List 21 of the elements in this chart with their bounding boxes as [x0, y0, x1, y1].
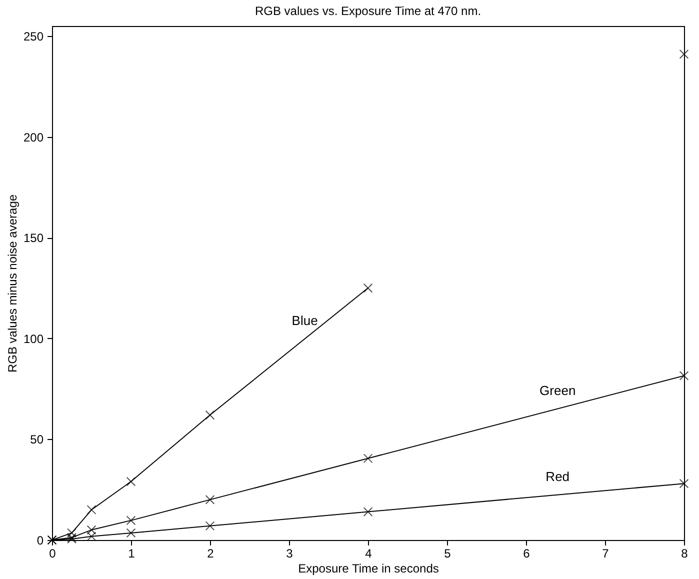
x-tick-label: 3 [286, 546, 294, 560]
x-tick-label: 2 [207, 546, 214, 560]
y-tick-label: 200 [23, 130, 44, 144]
x-tick-label: 1 [128, 546, 136, 560]
x-axis-title: Exposure Time in seconds [298, 562, 439, 576]
y-tick-label: 50 [30, 432, 44, 447]
x-tick-label: 6 [523, 546, 530, 560]
y-tick-label: 0 [36, 534, 44, 548]
y-tick-label: 100 [23, 332, 44, 346]
x-tick-label: 4 [365, 546, 372, 560]
y-tick-label: 250 [23, 30, 44, 44]
series-label: Green [540, 382, 576, 398]
series-label: Red [546, 468, 570, 484]
x-tick-label: 7 [602, 546, 610, 560]
series-label: Blue [292, 312, 318, 328]
x-tick-label: 5 [444, 546, 452, 560]
x-tick-label: 8 [681, 546, 688, 560]
x-tick-label: 0 [49, 546, 56, 560]
chart-title: RGB values vs. Exposure Time at 470 nm. [254, 4, 482, 18]
y-tick-label: 150 [23, 231, 44, 246]
y-axis-title: RGB values minus noise average [5, 194, 20, 373]
